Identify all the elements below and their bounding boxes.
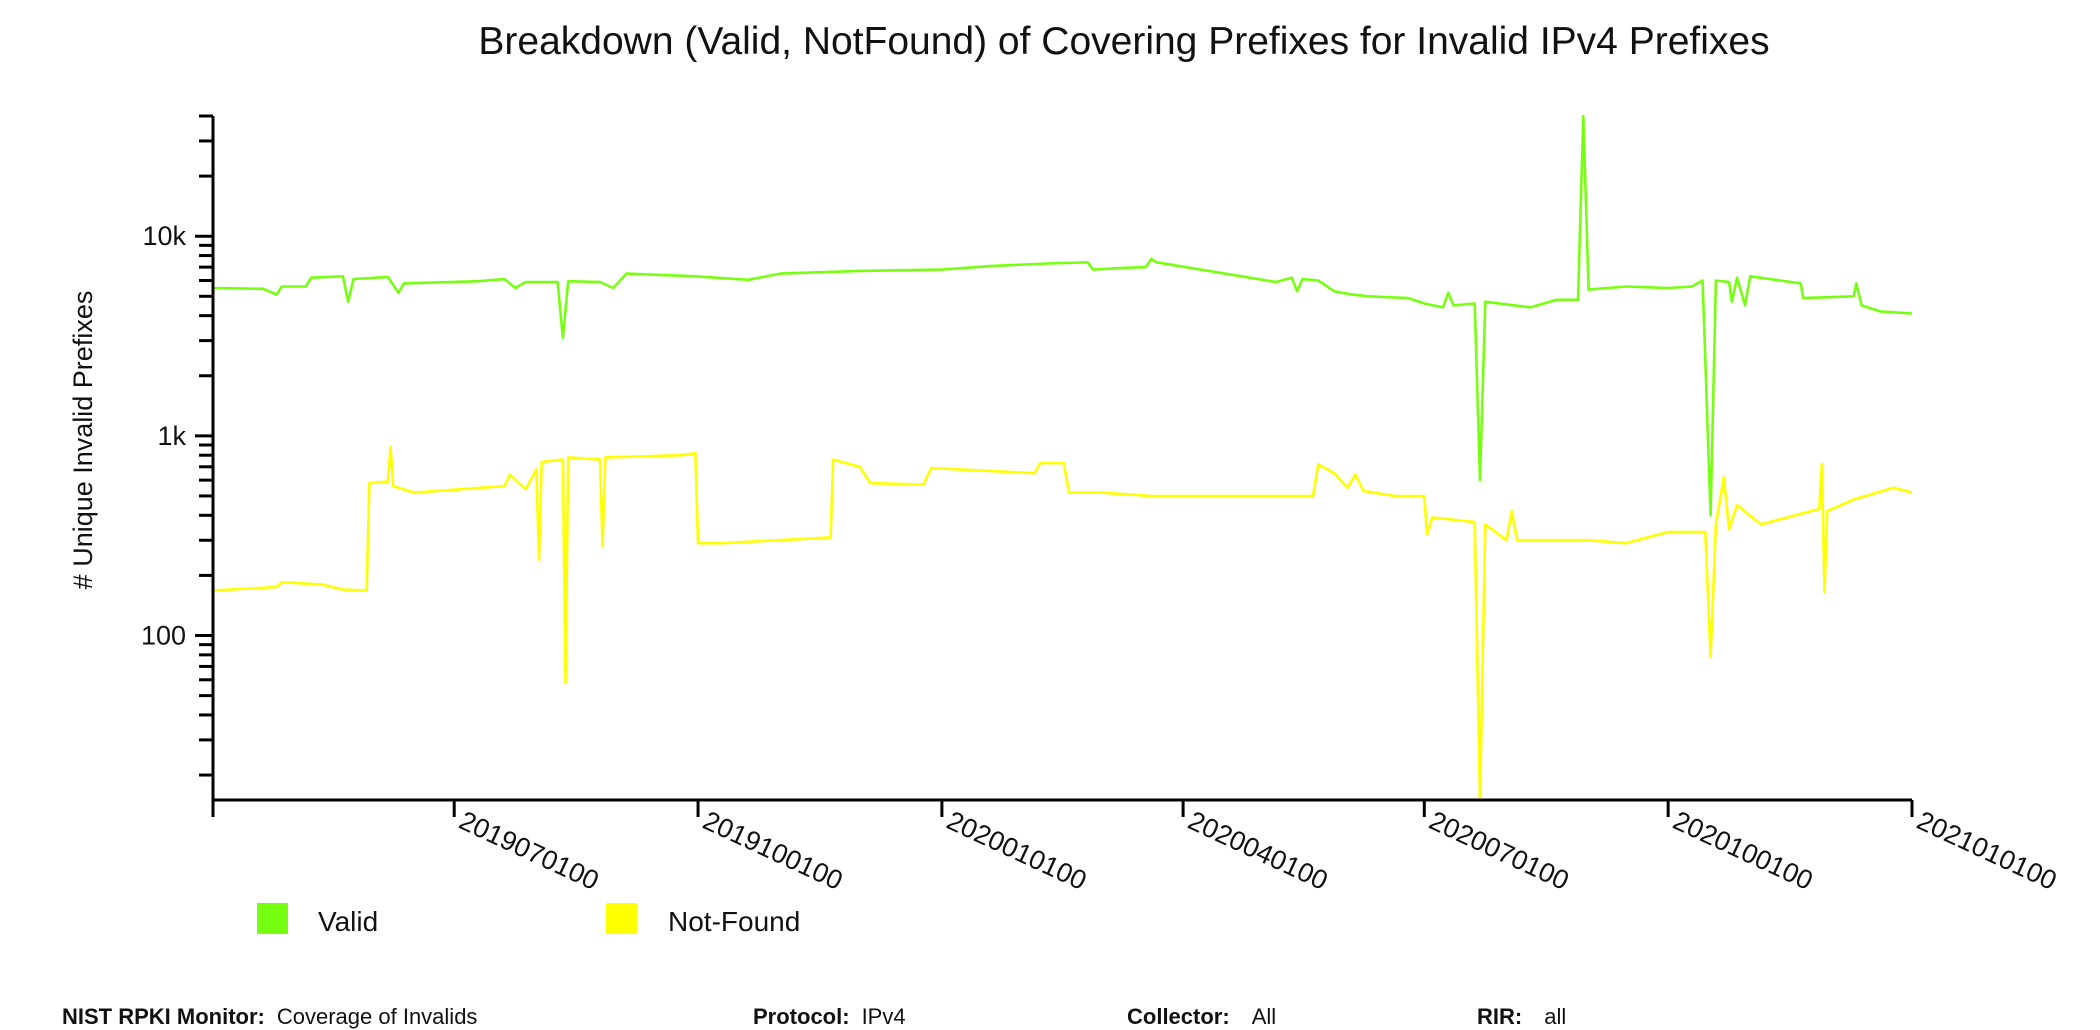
x-tick-label: 2021010100 — [1912, 805, 2061, 896]
x-tick-label: 2020100100 — [1669, 805, 1818, 896]
y-axis-label: # Unique Invalid Prefixes — [68, 291, 98, 590]
legend[interactable]: Valid Not-Found — [257, 903, 800, 937]
y-tick-label: 10k — [142, 221, 186, 251]
legend-swatch-valid — [257, 903, 288, 934]
footer-monitor-label: NIST RPKI Monitor: — [62, 1004, 265, 1029]
x-tick-label: 2020070100 — [1425, 805, 1574, 896]
footer-monitor-value: Coverage of Invalids — [276, 1004, 478, 1029]
x-tick-label: 2019070100 — [455, 805, 604, 896]
plot-lines — [212, 114, 1913, 802]
footer-collector-label: Collector: — [1127, 1004, 1230, 1029]
x-tick-label: 2020040100 — [1184, 805, 1333, 896]
footer-protocol-label: Protocol: — [753, 1004, 850, 1029]
legend-swatch-not-found — [606, 903, 637, 934]
footer-rir-label: RIR: — [1477, 1004, 1523, 1029]
chart-title: Breakdown (Valid, NotFound) of Covering … — [478, 20, 1769, 63]
footer-monitor: NIST RPKI Monitor: Coverage of Invalids — [62, 1004, 477, 1030]
y-tick-label: 1k — [157, 421, 186, 451]
series-line-not-found — [212, 445, 1913, 802]
footer-collector: Collector: All — [1127, 1004, 1276, 1030]
series-line-valid — [212, 114, 1913, 517]
x-tick-label: 2019100100 — [698, 805, 847, 896]
footer-collector-value: All — [1251, 1004, 1277, 1029]
legend-label-not-found: Not-Found — [668, 906, 800, 937]
x-tick-label: 2020010100 — [942, 805, 1091, 896]
footer-protocol-value: IPv4 — [861, 1004, 906, 1029]
legend-label-valid: Valid — [318, 906, 378, 937]
footer-rir: RIR: all — [1477, 1004, 1566, 1030]
footer-rir-value: all — [1544, 1004, 1567, 1029]
axes: 100 1k 10k 2019070100 2019100100 2020010100 20… — [141, 114, 2061, 896]
y-tick-label: 100 — [141, 621, 186, 651]
footer-protocol: Protocol: IPv4 — [753, 1004, 906, 1030]
